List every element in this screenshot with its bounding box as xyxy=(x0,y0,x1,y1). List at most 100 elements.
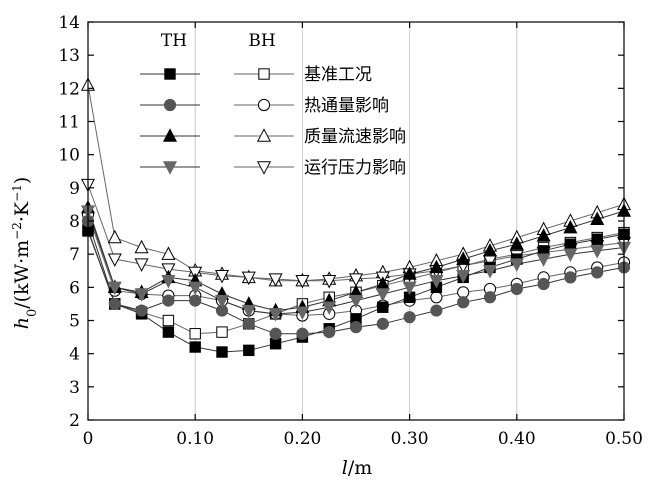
legend-label: 热通量影响 xyxy=(304,96,389,116)
y-tick-label: 12 xyxy=(58,79,80,99)
series-markers xyxy=(80,77,632,358)
data-point-th-3 xyxy=(214,294,230,309)
x-tick-label: 0 xyxy=(83,429,94,449)
data-point-bh-7 xyxy=(241,271,256,286)
data-point-bh-6 xyxy=(134,239,149,254)
data-point-th-3 xyxy=(295,306,310,320)
data-point-th-3 xyxy=(590,245,605,259)
y-tick-label: 10 xyxy=(58,146,80,166)
data-point-th-3 xyxy=(241,304,256,319)
data-point-th-3 xyxy=(188,281,203,296)
data-point-th-2 xyxy=(429,259,444,274)
x-tick-label: 0.10 xyxy=(176,429,214,449)
data-point-th-3 xyxy=(536,253,551,267)
data-point-bh-7 xyxy=(214,270,230,284)
data-point-th-1 xyxy=(108,297,121,311)
x-axis-title: l/m xyxy=(342,457,373,479)
data-point-bh-4 xyxy=(189,328,201,340)
data-point-bh-6 xyxy=(161,246,176,260)
y-tick-label: 5 xyxy=(69,312,80,332)
data-point-bh-6 xyxy=(107,229,122,244)
data-point-bh-4 xyxy=(216,326,228,338)
x-tick-label: 0.20 xyxy=(283,429,321,449)
data-point-th-0 xyxy=(377,301,389,313)
legend-marker-bh xyxy=(256,161,272,175)
data-point-bh-7 xyxy=(348,273,364,287)
data-point-bh-7 xyxy=(107,253,122,267)
y-tick-label: 2 xyxy=(69,411,80,431)
axis-ticks xyxy=(87,21,625,421)
data-point-th-1 xyxy=(189,294,202,307)
data-point-th-3 xyxy=(456,270,471,284)
data-point-th-0 xyxy=(243,344,255,357)
data-point-th-0 xyxy=(162,326,175,338)
data-point-th-1 xyxy=(135,304,148,317)
data-point-th-3 xyxy=(482,265,498,279)
y-tick-label: 9 xyxy=(69,179,80,199)
data-point-th-2 xyxy=(563,219,578,234)
y-tick-label: 13 xyxy=(58,46,80,66)
data-point-th-1 xyxy=(349,321,363,334)
legend-header-bh: BH xyxy=(248,31,275,51)
data-point-th-0 xyxy=(591,233,603,245)
x-tick-label: 0.30 xyxy=(391,429,429,449)
grid-lines xyxy=(194,22,518,420)
data-point-th-3 xyxy=(134,288,149,302)
data-point-th-3 xyxy=(509,258,524,272)
data-point-th-1 xyxy=(242,317,255,330)
data-point-th-2 xyxy=(456,251,471,265)
legend-marker-bh xyxy=(258,68,270,80)
legend-marker-th xyxy=(164,68,176,80)
legend-marker-th xyxy=(162,161,178,175)
legend-marker-th xyxy=(162,128,178,142)
data-point-th-3 xyxy=(563,248,578,262)
data-point-th-0 xyxy=(269,338,282,350)
x-tick-label: 0.40 xyxy=(498,429,536,449)
y-tick-label: 7 xyxy=(69,245,80,265)
data-point-th-0 xyxy=(216,346,228,358)
x-tick-label: 0.50 xyxy=(605,429,643,449)
y-tick-label: 14 xyxy=(58,13,80,33)
legend-label: 基准工况 xyxy=(304,65,372,85)
data-point-th-1 xyxy=(376,317,389,330)
data-point-th-1 xyxy=(403,311,416,324)
y-tick-labels: 2 3 4 5 6 7 8 9 10 11 12 13 14 xyxy=(58,13,80,431)
data-point-th-0 xyxy=(564,238,577,250)
y-tick-label: 8 xyxy=(69,212,80,232)
legend-marker-bh xyxy=(257,98,271,112)
data-point-th-1 xyxy=(269,327,282,340)
data-point-th-1 xyxy=(537,277,550,291)
data-point-th-3 xyxy=(107,281,122,296)
data-point-th-2 xyxy=(590,211,605,226)
data-point-th-2 xyxy=(536,228,551,242)
data-point-th-1 xyxy=(483,291,497,304)
data-point-th-1 xyxy=(162,294,175,307)
legend-label: 运行压力影响 xyxy=(304,158,406,178)
data-point-th-1 xyxy=(457,296,470,309)
legend-marker-bh xyxy=(256,128,272,142)
data-point-th-1 xyxy=(296,327,309,340)
data-point-th-2 xyxy=(482,243,498,257)
data-point-bh-4 xyxy=(162,314,175,327)
data-point-th-1 xyxy=(564,271,577,284)
legend-header-th: TH xyxy=(161,31,187,51)
y-tick-label: 6 xyxy=(69,278,80,298)
data-point-th-1 xyxy=(323,326,336,339)
x-tick-labels: 0 0.10 0.20 0.30 0.40 0.50 xyxy=(83,429,643,449)
legend-label: 质量流速影响 xyxy=(304,127,406,147)
data-point-th-3 xyxy=(348,294,364,309)
data-point-bh-7 xyxy=(134,258,149,272)
data-point-th-1 xyxy=(510,282,523,296)
y-tick-label: 4 xyxy=(69,345,80,365)
data-point-th-3 xyxy=(161,275,176,289)
data-point-bh-7 xyxy=(268,273,283,287)
legend-marker-th xyxy=(163,98,177,112)
y-tick-label: 3 xyxy=(69,378,80,398)
y-axis-title: h0/(kW·m−2·K−1) xyxy=(10,177,40,330)
data-point-th-1 xyxy=(591,266,604,279)
data-point-th-3 xyxy=(402,281,417,296)
y-tick-label: 11 xyxy=(58,113,80,133)
data-point-th-2 xyxy=(509,236,524,250)
data-point-th-3 xyxy=(429,275,444,289)
